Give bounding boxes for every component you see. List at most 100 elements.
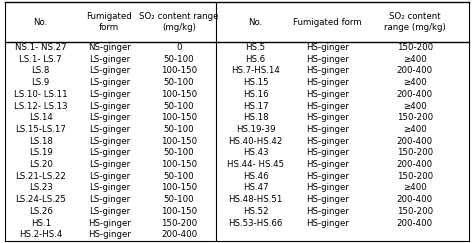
- Text: No.: No.: [34, 17, 48, 26]
- Text: 100-150: 100-150: [161, 90, 197, 99]
- Text: 200-400: 200-400: [397, 218, 433, 227]
- Text: HS.43: HS.43: [243, 148, 268, 157]
- Text: HS-ginger: HS-ginger: [306, 207, 349, 216]
- Text: 150-200: 150-200: [397, 148, 433, 157]
- Text: LS.1- LS.7: LS.1- LS.7: [19, 55, 62, 64]
- Text: 150-200: 150-200: [397, 113, 433, 122]
- Text: LS.12- LS.13: LS.12- LS.13: [14, 102, 68, 111]
- Text: HS-ginger: HS-ginger: [306, 160, 349, 169]
- Text: 150-200: 150-200: [397, 172, 433, 181]
- Text: LS-ginger: LS-ginger: [89, 172, 130, 181]
- Text: LS-ginger: LS-ginger: [89, 67, 130, 76]
- Text: LS.9: LS.9: [32, 78, 50, 87]
- Text: 100-150: 100-150: [161, 160, 197, 169]
- Text: LS-ginger: LS-ginger: [89, 183, 130, 192]
- Text: HS.17: HS.17: [243, 102, 268, 111]
- Text: HS.52: HS.52: [243, 207, 268, 216]
- Text: HS.15: HS.15: [243, 78, 268, 87]
- Text: HS.16: HS.16: [243, 90, 268, 99]
- Text: SO₂ content
range (mg/kg): SO₂ content range (mg/kg): [384, 12, 446, 32]
- Text: LS-ginger: LS-ginger: [89, 90, 130, 99]
- Text: 100-150: 100-150: [161, 113, 197, 122]
- Text: 0: 0: [176, 43, 182, 52]
- Text: No.: No.: [248, 17, 263, 26]
- Text: HS.19-39: HS.19-39: [236, 125, 275, 134]
- Text: HS.6: HS.6: [246, 55, 265, 64]
- Text: HS.2-HS.4: HS.2-HS.4: [19, 230, 63, 239]
- Text: LS-ginger: LS-ginger: [89, 160, 130, 169]
- Text: NS.1- NS.27: NS.1- NS.27: [15, 43, 66, 52]
- Text: Fumigated form: Fumigated form: [293, 17, 362, 26]
- Text: LS.21-LS.22: LS.21-LS.22: [15, 172, 66, 181]
- Text: HS-ginger: HS-ginger: [306, 183, 349, 192]
- Text: LS.18: LS.18: [29, 137, 53, 146]
- Text: LS.15-LS.17: LS.15-LS.17: [15, 125, 66, 134]
- Text: LS.14: LS.14: [29, 113, 53, 122]
- Text: HS.1: HS.1: [31, 218, 51, 227]
- Text: SO₂ content range
(mg/kg): SO₂ content range (mg/kg): [139, 12, 219, 32]
- Text: HS-ginger: HS-ginger: [306, 137, 349, 146]
- Text: 200-400: 200-400: [397, 90, 433, 99]
- Text: HS-ginger: HS-ginger: [306, 125, 349, 134]
- Text: ≥400: ≥400: [403, 55, 427, 64]
- Text: LS.24-LS.25: LS.24-LS.25: [15, 195, 66, 204]
- Text: HS.18: HS.18: [243, 113, 268, 122]
- Text: HS-ginger: HS-ginger: [306, 43, 349, 52]
- Text: HS-ginger: HS-ginger: [306, 78, 349, 87]
- Text: LS-ginger: LS-ginger: [89, 148, 130, 157]
- Text: LS.26: LS.26: [29, 207, 53, 216]
- Text: LS-ginger: LS-ginger: [89, 78, 130, 87]
- Text: HS-ginger: HS-ginger: [306, 90, 349, 99]
- Text: LS-ginger: LS-ginger: [89, 113, 130, 122]
- Text: LS-ginger: LS-ginger: [89, 55, 130, 64]
- Text: HS-ginger: HS-ginger: [88, 218, 131, 227]
- Text: HS-ginger: HS-ginger: [88, 230, 131, 239]
- Text: NS-ginger: NS-ginger: [88, 43, 131, 52]
- Text: HS-ginger: HS-ginger: [306, 55, 349, 64]
- Text: LS-ginger: LS-ginger: [89, 102, 130, 111]
- Text: HS.7-HS.14: HS.7-HS.14: [231, 67, 280, 76]
- Text: LS-ginger: LS-ginger: [89, 195, 130, 204]
- Text: 150-200: 150-200: [161, 218, 197, 227]
- Text: 50-100: 50-100: [164, 125, 194, 134]
- Text: LS.23: LS.23: [29, 183, 53, 192]
- Text: HS.5: HS.5: [246, 43, 265, 52]
- Text: HS-ginger: HS-ginger: [306, 102, 349, 111]
- Text: LS.8: LS.8: [32, 67, 50, 76]
- Text: 50-100: 50-100: [164, 148, 194, 157]
- Text: HS.44- HS.45: HS.44- HS.45: [227, 160, 284, 169]
- Text: LS.19: LS.19: [29, 148, 53, 157]
- Text: 50-100: 50-100: [164, 55, 194, 64]
- Text: 100-150: 100-150: [161, 137, 197, 146]
- Text: LS.20: LS.20: [29, 160, 53, 169]
- Text: ≥400: ≥400: [403, 183, 427, 192]
- Text: ≥400: ≥400: [403, 125, 427, 134]
- Text: 100-150: 100-150: [161, 67, 197, 76]
- Text: 200-400: 200-400: [397, 160, 433, 169]
- Text: HS-ginger: HS-ginger: [306, 172, 349, 181]
- Text: 50-100: 50-100: [164, 102, 194, 111]
- Text: 100-150: 100-150: [161, 183, 197, 192]
- Text: HS.48-HS.51: HS.48-HS.51: [228, 195, 283, 204]
- Text: LS.10- LS.11: LS.10- LS.11: [14, 90, 68, 99]
- Text: HS-ginger: HS-ginger: [306, 67, 349, 76]
- Text: HS-ginger: HS-ginger: [306, 218, 349, 227]
- Text: 200-400: 200-400: [161, 230, 197, 239]
- Text: HS.40-HS.42: HS.40-HS.42: [228, 137, 283, 146]
- Text: HS.47: HS.47: [243, 183, 268, 192]
- Text: HS-ginger: HS-ginger: [306, 148, 349, 157]
- Text: ≥400: ≥400: [403, 102, 427, 111]
- Text: ≥400: ≥400: [403, 78, 427, 87]
- Text: LS-ginger: LS-ginger: [89, 207, 130, 216]
- Text: LS-ginger: LS-ginger: [89, 137, 130, 146]
- Text: HS-ginger: HS-ginger: [306, 113, 349, 122]
- Text: 200-400: 200-400: [397, 137, 433, 146]
- Text: HS-ginger: HS-ginger: [306, 195, 349, 204]
- Text: 150-200: 150-200: [397, 43, 433, 52]
- Text: 50-100: 50-100: [164, 78, 194, 87]
- Text: 200-400: 200-400: [397, 67, 433, 76]
- Text: 200-400: 200-400: [397, 195, 433, 204]
- Text: LS-ginger: LS-ginger: [89, 125, 130, 134]
- Text: HS.53-HS.66: HS.53-HS.66: [228, 218, 283, 227]
- Text: 50-100: 50-100: [164, 195, 194, 204]
